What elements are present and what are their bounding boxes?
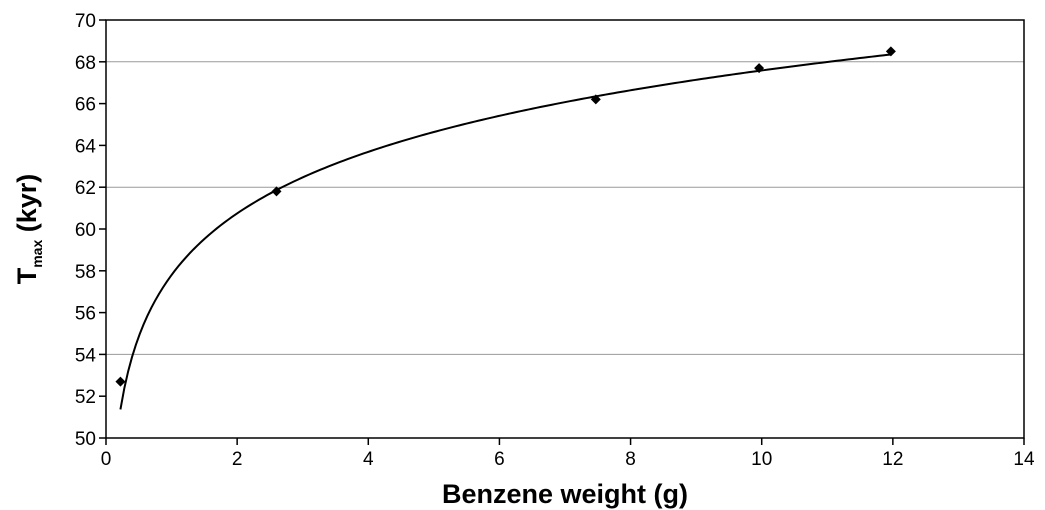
y-tick-label: 66 (75, 95, 96, 116)
y-tick-label: 60 (75, 220, 96, 241)
x-tick-label: 4 (363, 449, 374, 470)
plot-area-frame (105, 19, 1025, 439)
x-axis-title: Benzene weight (g) (442, 479, 688, 509)
y-tick-label: 52 (75, 387, 96, 408)
y-tick-label: 56 (75, 304, 96, 325)
data-point (115, 376, 126, 387)
data-points (115, 46, 896, 387)
x-tick-label: 12 (882, 449, 903, 470)
data-point (271, 186, 282, 197)
data-point (754, 63, 765, 74)
x-tick-label: 2 (232, 449, 243, 470)
y-axis-title-subscript: max (29, 240, 45, 268)
y-tick-label: 54 (75, 345, 97, 366)
x-tick-label: 14 (1013, 449, 1035, 470)
x-tick-label: 6 (494, 449, 505, 470)
y-axis-title-main: T (12, 267, 42, 284)
y-tick-label: 64 (75, 136, 97, 157)
x-axis-ticks: 0 2 4 6 8 10 12 14 (101, 438, 1035, 470)
data-point (885, 46, 896, 57)
data-point (590, 94, 601, 105)
x-tick-label: 8 (625, 449, 636, 470)
y-tick-label: 62 (75, 178, 96, 199)
trendline (119, 53, 892, 410)
gridlines (106, 61, 1024, 355)
y-tick-label: 58 (75, 262, 96, 283)
x-tick-label: 0 (101, 449, 112, 470)
y-tick-label: 70 (75, 11, 96, 32)
y-tick-label: 50 (75, 429, 96, 450)
y-axis-ticks: 50 52 54 56 58 60 62 64 66 68 70 (75, 11, 106, 450)
y-tick-label: 68 (75, 53, 96, 74)
y-axis-title-suffix: (kyr) (12, 174, 42, 240)
y-axis-title: Tmax (kyr) (12, 174, 45, 285)
x-tick-label: 10 (751, 449, 772, 470)
